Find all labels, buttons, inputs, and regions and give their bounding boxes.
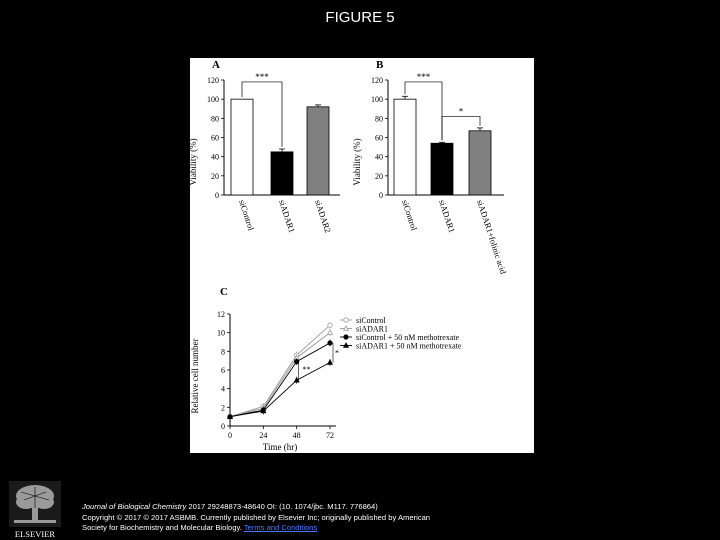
significance-bracket bbox=[241, 81, 283, 147]
x-tick-label: 24 bbox=[259, 431, 267, 440]
logo-text: ELSEVIER bbox=[15, 529, 55, 539]
panel-c-letter: C bbox=[220, 286, 228, 298]
y-tick-label: 40 bbox=[211, 153, 219, 162]
significance-bracket bbox=[441, 116, 481, 141]
bar-siADAR1+folinic acid bbox=[468, 130, 492, 196]
slide-title: FIGURE 5 bbox=[325, 9, 395, 26]
y-tick-label: 4 bbox=[221, 385, 225, 394]
x-tick-label: 0 bbox=[228, 431, 232, 440]
data-point bbox=[327, 322, 333, 328]
terms-link[interactable]: Terms and Conditions bbox=[243, 523, 318, 532]
data-point bbox=[326, 359, 334, 365]
panel-a: A Viability (%) 0 20 40 60 80 100 120 *** siCo… bbox=[190, 59, 340, 234]
significance-label: * bbox=[335, 348, 339, 357]
legend-label: siADAR1 bbox=[356, 325, 388, 334]
panel-b-bars: **** bbox=[393, 72, 492, 196]
citation-text: 2017 29248873-48640 OI: (10. 1074/jbc. M… bbox=[186, 502, 378, 511]
y-tick-label: 120 bbox=[207, 76, 219, 85]
series-line-3 bbox=[229, 342, 331, 418]
society-line: Society for Biochemistry and Molecular B… bbox=[82, 523, 712, 534]
significance-label: * bbox=[459, 106, 464, 116]
legend-marker bbox=[343, 317, 349, 323]
x-tick-label: 48 bbox=[293, 431, 301, 440]
panel-c-lines: *** bbox=[226, 321, 339, 420]
category-label: siADAR1+folinic acid bbox=[475, 199, 509, 276]
journal-name: Journal of Biological Chemistry bbox=[82, 502, 187, 511]
y-tick-label: 2 bbox=[221, 403, 225, 412]
category-label: siADAR1 bbox=[437, 199, 457, 234]
data-point bbox=[260, 407, 267, 414]
y-tick-label: 0 bbox=[221, 422, 225, 431]
panel-b-letter: B bbox=[376, 59, 384, 71]
y-tick-label: 6 bbox=[221, 366, 225, 375]
panel-a-categories: siControl siADAR1 siADAR2 bbox=[237, 199, 333, 234]
y-tick-label: 60 bbox=[375, 134, 383, 143]
category-label: siControl bbox=[237, 199, 256, 233]
citation-footer: Journal of Biological Chemistry 2017 292… bbox=[82, 502, 712, 534]
y-tick-label: 80 bbox=[375, 114, 383, 123]
y-tick-label: 120 bbox=[371, 76, 383, 85]
y-tick-label: 60 bbox=[211, 134, 219, 143]
society-text: Society for Biochemistry and Molecular B… bbox=[82, 523, 242, 532]
significance-bracket bbox=[404, 81, 443, 141]
data-point bbox=[326, 329, 334, 335]
panel-b-categories: siControl siADAR1 siADAR1+folinic acid bbox=[400, 199, 509, 276]
data-point bbox=[327, 340, 333, 346]
y-tick-label: 20 bbox=[375, 172, 383, 181]
data-point bbox=[226, 413, 234, 419]
y-tick-label: 40 bbox=[375, 153, 383, 162]
panel-a-ylabel: Viability (%) bbox=[190, 138, 198, 185]
bar-siControl bbox=[393, 98, 417, 196]
series-line-2 bbox=[229, 332, 331, 418]
panel-c-ylabel: Relative cell number bbox=[190, 339, 200, 414]
panel-a-bars: *** bbox=[230, 72, 330, 196]
y-tick-label: 0 bbox=[215, 191, 219, 200]
citation-line: Journal of Biological Chemistry 2017 292… bbox=[82, 502, 712, 513]
legend-label: siADAR1 + 50 nM methotrexate bbox=[356, 342, 462, 351]
legend-label: siControl bbox=[356, 316, 387, 325]
series-line-4 bbox=[229, 362, 331, 418]
legend-marker bbox=[343, 334, 349, 340]
legend-label: siControl + 50 nM methotrexate bbox=[356, 333, 460, 342]
bar-siADAR2 bbox=[306, 106, 330, 196]
panel-b-ylabel: Viability (%) bbox=[352, 138, 362, 185]
data-point bbox=[293, 376, 300, 383]
panel-c: C Relative cell number Time (hr) 0246810… bbox=[190, 286, 462, 452]
bar-siADAR1 bbox=[430, 142, 454, 196]
category-label: siADAR2 bbox=[313, 199, 333, 234]
y-tick-label: 80 bbox=[211, 114, 219, 123]
elsevier-tree-icon: ELSEVIER bbox=[9, 481, 61, 539]
panel-c-xlabel: Time (hr) bbox=[263, 442, 297, 452]
series-line-1 bbox=[229, 324, 331, 418]
y-tick-label: 12 bbox=[217, 310, 225, 319]
significance-label: *** bbox=[255, 72, 269, 82]
significance-label: ** bbox=[303, 365, 311, 374]
y-tick-label: 8 bbox=[221, 347, 225, 356]
bar-siADAR1 bbox=[270, 151, 294, 196]
x-tick-label: 72 bbox=[326, 431, 334, 440]
figure-panel: A Viability (%) 0 20 40 60 80 100 120 *** siCo… bbox=[190, 58, 534, 453]
y-tick-label: 20 bbox=[211, 172, 219, 181]
bar-siControl bbox=[230, 98, 254, 196]
significance-label: *** bbox=[417, 72, 431, 82]
data-point bbox=[294, 358, 300, 365]
y-tick-label: 100 bbox=[207, 95, 219, 104]
y-tick-label: 100 bbox=[371, 95, 383, 104]
category-label: siADAR1 bbox=[277, 199, 297, 234]
copyright-line: Copyright © 2017 © 2017 ASBMB. Currently… bbox=[82, 512, 431, 522]
y-tick-label: 10 bbox=[217, 329, 225, 338]
category-label: siControl bbox=[400, 199, 419, 233]
y-tick-label: 0 bbox=[379, 191, 383, 200]
legend-marker bbox=[342, 342, 350, 348]
legend-marker bbox=[342, 325, 350, 331]
panel-a-letter: A bbox=[212, 59, 220, 71]
